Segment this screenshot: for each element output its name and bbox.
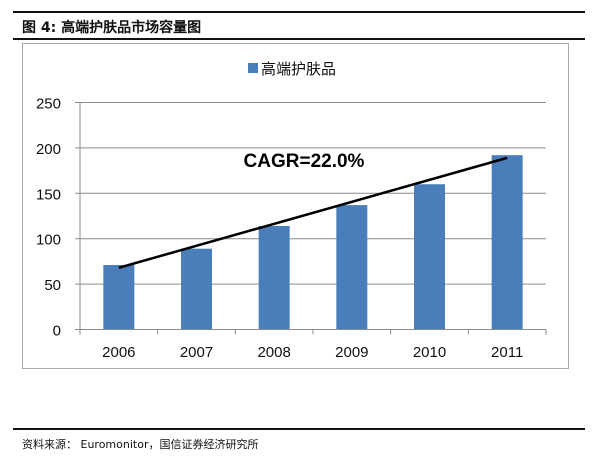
x-tick-label: 2010: [413, 344, 446, 361]
x-tick-label: 2011: [491, 344, 523, 361]
top-rule: [13, 11, 585, 13]
figure-title: 图 4: 高端护肤品市场容量图: [22, 20, 202, 36]
legend-label: 高端护肤品: [261, 61, 336, 78]
y-tick-label: 100: [36, 232, 61, 249]
chart-frame: [22, 43, 569, 369]
x-tick-label: 2009: [335, 344, 368, 361]
x-tick-label: 2007: [180, 344, 213, 361]
bar-2011: [491, 155, 523, 330]
trend-line: [118, 156, 508, 269]
x-tick-label: 2008: [257, 344, 290, 361]
bar-2007: [181, 248, 212, 330]
bar-2010: [414, 184, 445, 330]
cagr-annotation: CAGR=22.0%: [244, 151, 365, 172]
title-rule: [13, 38, 585, 40]
legend-swatch: [248, 63, 258, 73]
bar-2008: [258, 225, 290, 330]
y-tick-label: 0: [53, 323, 61, 340]
y-tick-label: 150: [36, 186, 61, 203]
y-tick-label: 250: [36, 96, 61, 113]
footer-rule: [13, 428, 585, 430]
y-tick-label: 50: [44, 277, 61, 294]
y-tick-label: 200: [36, 141, 61, 158]
bar-2006: [103, 265, 135, 330]
x-tick-label: 2006: [102, 344, 135, 361]
bar-2009: [336, 205, 368, 330]
source-note: 资料来源： Euromonitor，国信证券经济研究所: [22, 438, 259, 451]
